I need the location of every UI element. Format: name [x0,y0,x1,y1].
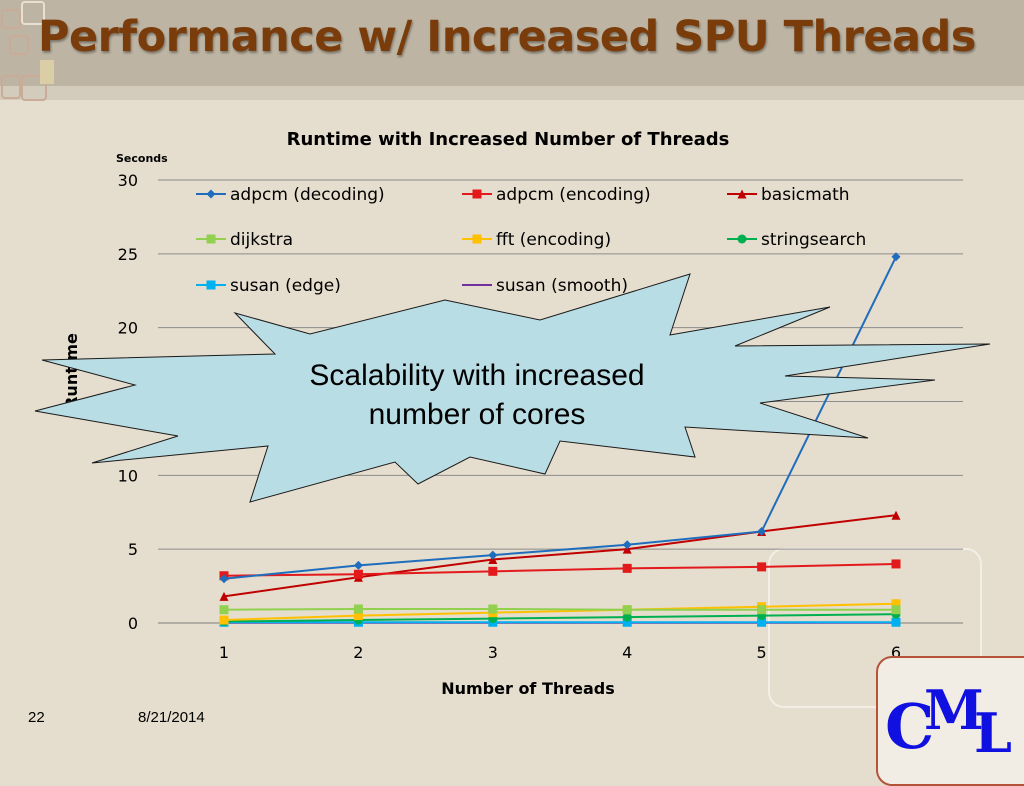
slide-title: Performance w/ Increased SPU Threads [38,12,976,62]
y-tick-label: 0 [128,614,138,633]
data-point [488,604,498,614]
data-point [891,252,901,262]
callout-starburst: Scalability with increased number of cor… [34,273,991,503]
chart-title: Runtime with Increased Number of Threads [287,129,730,150]
legend-label: fft (encoding) [496,230,611,250]
data-point [757,526,767,536]
series-line [223,514,897,598]
series-susan-edge [219,617,901,627]
logo-letter-m: M [924,678,984,742]
data-point [219,574,229,584]
legend-entry: susan (smooth) [462,276,628,296]
cml-logo [876,656,1024,786]
series-line [223,607,896,611]
data-point [622,563,632,573]
data-point [353,560,363,570]
x-tick-label: 4 [622,643,632,662]
y-tick-label: 10 [118,466,138,485]
y-tick-label: 20 [118,319,138,338]
legend-entry: basicmath [727,185,850,205]
data-point [353,569,363,579]
series-dijkstra [219,604,901,615]
x-tick-label: 3 [488,643,498,662]
legend-entry: adpcm (decoding) [196,185,385,205]
callout-shape [34,273,991,503]
data-point [757,605,767,615]
legend-label: susan (smooth) [496,276,628,296]
logo-letter-l: L [974,701,1012,765]
runtime-line-chart: Runtime with Increased Number of Threads… [34,129,991,698]
legend-entry: adpcm (encoding) [462,185,651,205]
legend-label: susan (edge) [230,276,341,296]
legend-label: adpcm (encoding) [496,185,651,205]
series-layer [219,252,901,627]
legend-label: dijkstra [230,230,293,250]
y-tick-label: 5 [128,540,138,559]
data-point [219,605,229,615]
legend: adpcm (decoding) adpcm (encoding) basicmat… [196,185,866,296]
data-point [891,510,901,520]
x-tick-label: 1 [219,643,229,662]
decorative-squares-icon [1,1,54,101]
data-point [353,604,363,614]
title-band [0,0,1024,86]
y-axis-unit: Seconds [116,152,168,165]
legend-entry: susan (edge) [196,276,341,296]
data-point [891,617,901,627]
y-tick-label: 25 [118,245,138,264]
slide-number: 22 [28,709,45,726]
slide-date: 8/21/2014 [138,709,205,726]
data-point [622,617,632,627]
legend-marker [206,189,216,199]
data-point [622,540,632,550]
data-point [219,591,229,601]
legend-label: adpcm (decoding) [230,185,385,205]
legend-marker [472,189,482,199]
series-line [223,602,897,622]
data-point [757,562,767,572]
x-tick-label: 5 [757,643,767,662]
data-point [488,566,498,576]
x-axis-label: Number of Threads [441,679,615,698]
series-basicmath [219,510,901,601]
x-tick-label: 2 [353,643,363,662]
data-point [891,559,901,569]
legend-marker [472,234,482,244]
data-point [488,550,498,560]
data-point [622,605,632,615]
data-point [891,605,901,615]
legend-marker [206,234,216,244]
callout-line-1: Scalability with increased [309,359,644,392]
legend-label: basicmath [761,185,850,205]
legend-entry: dijkstra [196,230,293,250]
data-point [757,617,767,627]
legend-entry: stringsearch [727,230,866,250]
series-line [223,256,897,580]
tick-layer: 051015202530123456 [118,171,901,662]
legend-marker [737,234,747,244]
callout-line-2: number of cores [369,398,586,431]
legend-marker [206,280,216,290]
y-axis-label: Runtime [62,333,81,409]
legend-marker [737,189,747,199]
x-tick-label: 6 [891,643,901,662]
logo-letter-c: C [885,690,935,763]
y-tick-label: 30 [118,171,138,190]
series-line [223,613,897,623]
data-point [891,599,901,609]
series-adpcm-decoding [219,252,901,584]
legend-label: stringsearch [761,230,866,250]
legend-entry: fft (encoding) [462,230,611,250]
title-strip [0,86,1024,100]
data-point [622,612,632,622]
series-line [223,562,897,577]
data-point [219,615,229,625]
data-point [353,611,363,621]
